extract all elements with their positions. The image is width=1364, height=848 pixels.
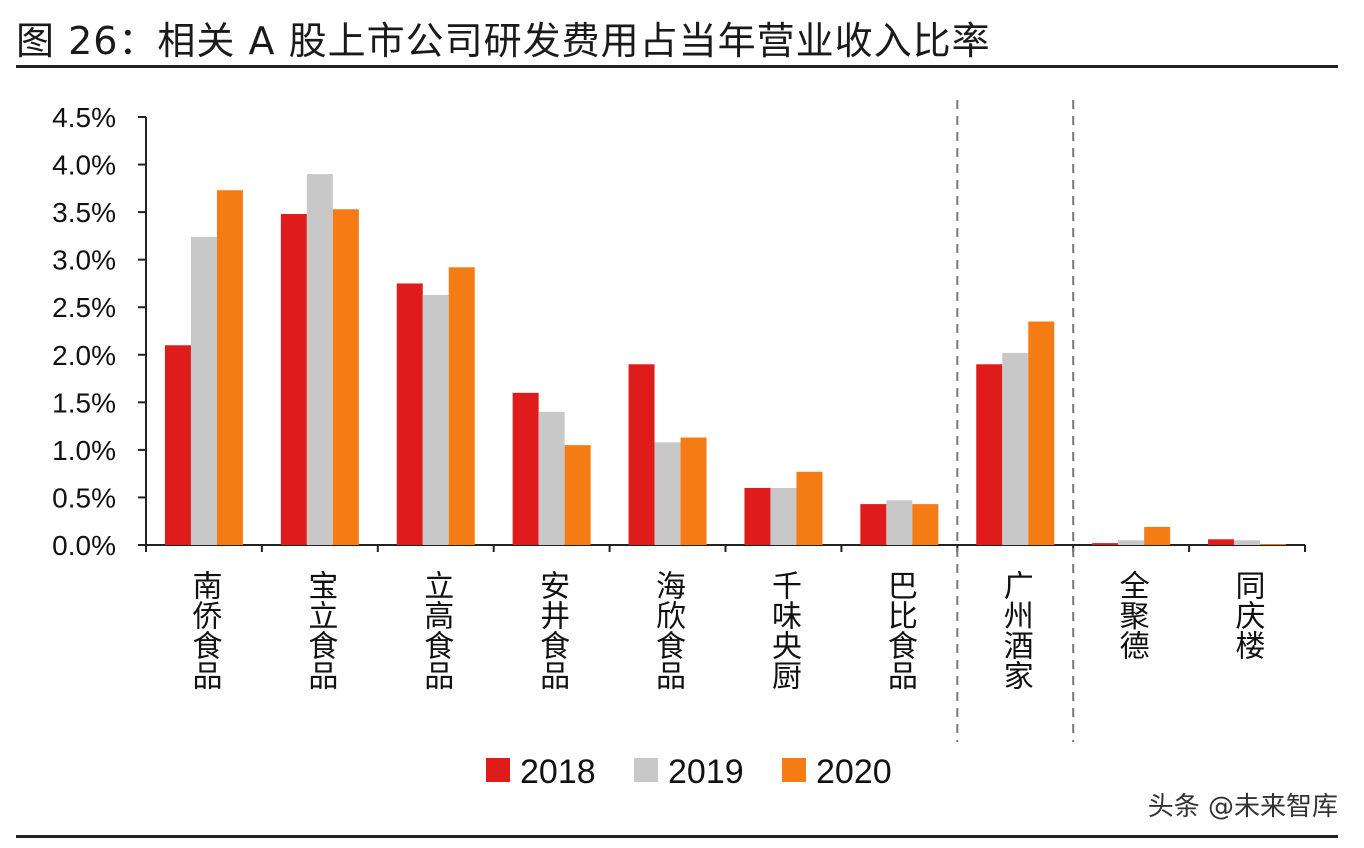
category-label: 立高食品 bbox=[418, 570, 453, 690]
bar-2018 bbox=[1208, 539, 1235, 545]
category-label: 安井食品 bbox=[534, 570, 569, 690]
bar-2020 bbox=[912, 504, 939, 545]
y-axis: 0.0% 0.5% 1.0% 1.5% 2.0% 2.5% 3.0% 3.5% 4.0% 4.5% bbox=[52, 102, 147, 561]
bar-2018 bbox=[164, 345, 191, 545]
bar-2019 bbox=[1118, 540, 1145, 545]
legend-swatch-2019 bbox=[634, 758, 658, 782]
legend-swatch-2020 bbox=[782, 758, 806, 782]
bar-2019 bbox=[654, 442, 681, 545]
legend-label-2020: 2020 bbox=[816, 753, 892, 791]
chart-title: 图 26：相关 A 股上市公司研发费用占当年营业收入比率 bbox=[16, 19, 991, 63]
group-dividers bbox=[956, 100, 1075, 742]
bar-2020 bbox=[448, 267, 475, 545]
y-tick-label: 4.0% bbox=[52, 150, 116, 181]
y-tick-label: 4.5% bbox=[52, 102, 116, 133]
bar-2019 bbox=[538, 411, 565, 545]
legend-label-2019: 2019 bbox=[668, 753, 744, 791]
y-tick-label: 3.0% bbox=[52, 245, 116, 276]
category-label: 广州酒家 bbox=[998, 570, 1034, 690]
bar-2018 bbox=[512, 392, 539, 545]
bar-2018 bbox=[744, 487, 771, 545]
category-label: 南侨食品 bbox=[186, 570, 222, 690]
bar-2018 bbox=[628, 364, 655, 545]
bar-2020 bbox=[1260, 544, 1287, 545]
watermark: 头条 @未来智库 bbox=[1147, 792, 1338, 822]
bar-2018 bbox=[860, 504, 887, 545]
category-label: 海欣食品 bbox=[650, 570, 685, 690]
y-tick-label: 0.0% bbox=[52, 530, 116, 561]
bar-2018 bbox=[280, 214, 307, 545]
bar-2020 bbox=[1028, 321, 1055, 545]
bar-2019 bbox=[886, 500, 913, 545]
category-label: 宝立食品 bbox=[302, 570, 337, 690]
y-tick-label: 0.5% bbox=[52, 482, 116, 513]
bar-2020 bbox=[564, 445, 591, 545]
bar-2020 bbox=[1144, 526, 1171, 545]
legend: 2018 2019 2020 bbox=[486, 753, 892, 791]
y-tick-label: 1.0% bbox=[52, 435, 116, 466]
x-axis bbox=[145, 544, 1306, 552]
bar-2019 bbox=[1002, 352, 1029, 545]
category-label: 千味央厨 bbox=[766, 570, 801, 690]
bar-2020 bbox=[332, 209, 359, 545]
bar-2019 bbox=[770, 487, 797, 545]
bar-2019 bbox=[306, 174, 333, 546]
bar-2018 bbox=[1092, 543, 1119, 545]
bars bbox=[164, 174, 1287, 546]
y-tick-label: 3.5% bbox=[52, 197, 116, 228]
y-tick-label: 2.5% bbox=[52, 292, 116, 323]
top-rule bbox=[16, 65, 1338, 68]
bar-2018 bbox=[396, 283, 423, 545]
y-tick-label: 2.0% bbox=[52, 340, 116, 371]
category-label: 同庆楼 bbox=[1230, 570, 1266, 660]
bar-2020 bbox=[796, 471, 823, 545]
category-label: 全聚德 bbox=[1114, 570, 1150, 660]
y-tick-label: 1.5% bbox=[52, 387, 116, 418]
bar-2018 bbox=[976, 364, 1003, 545]
category-label: 巴比食品 bbox=[882, 570, 917, 690]
bar-2020 bbox=[680, 437, 707, 545]
bottom-rule bbox=[16, 835, 1338, 838]
legend-label-2018: 2018 bbox=[520, 753, 596, 791]
bar-2019 bbox=[190, 236, 217, 545]
bar-2019 bbox=[422, 294, 449, 545]
legend-swatch-2018 bbox=[486, 758, 510, 782]
bar-2019 bbox=[1234, 540, 1261, 545]
category-labels: 南侨食品 宝立食品 立高食品 安井食品 海欣食品 千味央厨 巴比食品 广州酒家 全聚德 同庆楼 bbox=[186, 570, 1265, 690]
bar-2020 bbox=[216, 190, 243, 546]
